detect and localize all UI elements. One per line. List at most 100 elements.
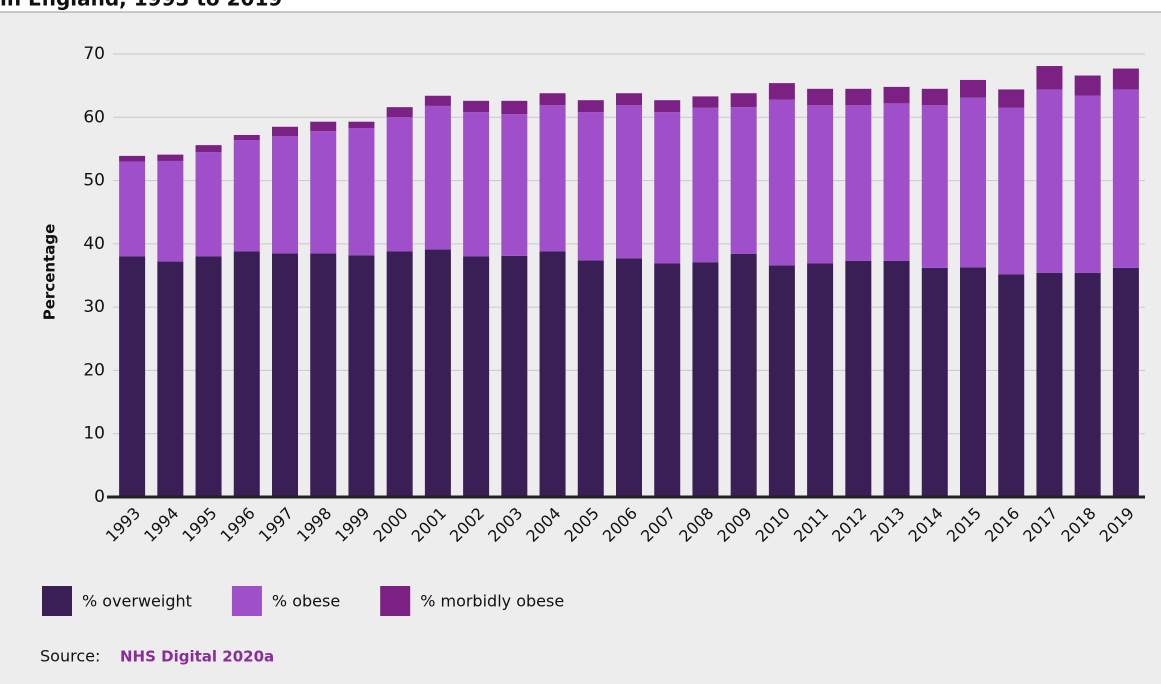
bar-segment: [730, 107, 757, 254]
bar-segment: [539, 93, 566, 106]
bar-segment: [501, 100, 528, 115]
y-tick-label: 20: [83, 360, 105, 380]
x-tick-label: 2007: [637, 504, 679, 546]
bar-segment: [1036, 66, 1063, 90]
y-tick-label: 10: [83, 424, 105, 444]
x-tick-label: 2000: [369, 504, 411, 546]
bar-segment: [119, 256, 146, 497]
x-tick-label: 2001: [408, 504, 450, 546]
x-tick-label: 2008: [675, 504, 717, 546]
legend-label: % morbidly obese: [420, 592, 564, 611]
chart-title: in England, 1993 to 2019: [0, 0, 282, 11]
bar-segment: [692, 96, 719, 108]
x-tick-label: 1995: [178, 504, 220, 546]
bar-segment: [119, 155, 146, 162]
bar-segment: [386, 107, 413, 118]
bar-segment: [1036, 89, 1063, 273]
bar-segment: [539, 251, 566, 497]
x-tick-label: 2012: [828, 504, 870, 546]
bar-segment: [1112, 89, 1139, 268]
bar-segment: [1074, 95, 1101, 273]
bar-segment: [692, 262, 719, 497]
bar-segment: [386, 251, 413, 497]
bar-segment: [616, 93, 642, 106]
x-tick-label: 2014: [905, 504, 947, 546]
bar-segment: [386, 117, 413, 252]
bar-segment: [998, 107, 1025, 275]
bar-segment: [921, 88, 948, 106]
bar-segment: [654, 100, 681, 113]
x-tick-label: 2019: [1096, 504, 1138, 546]
bar-segment: [195, 152, 222, 257]
bar-segment: [730, 253, 757, 497]
x-tick-label: 2013: [866, 504, 908, 546]
x-tick-label: 1999: [331, 504, 373, 546]
bar-segment: [310, 131, 337, 254]
bar-segment: [272, 126, 298, 137]
bar-segment: [1074, 272, 1101, 497]
bar-segment: [960, 267, 986, 497]
source-label: Source:: [40, 647, 100, 666]
bar-segment: [921, 105, 948, 268]
legend-swatch: [42, 586, 72, 616]
bar-segment: [119, 161, 146, 257]
bar-segment: [424, 95, 451, 106]
bar-segment: [195, 256, 222, 497]
bar-segment: [807, 105, 834, 264]
y-tick-label: 50: [83, 171, 105, 191]
bar-segment: [845, 260, 872, 497]
bar-segment: [845, 105, 872, 261]
x-tick-label: 1993: [102, 504, 144, 546]
y-tick-label: 70: [83, 44, 105, 64]
bar-segment: [960, 79, 986, 98]
bar-segment: [463, 256, 490, 497]
bar-segment: [616, 258, 642, 497]
legend-label: % obese: [272, 592, 340, 611]
bar-segment: [921, 267, 948, 497]
bar-segment: [768, 265, 795, 497]
y-tick-label: 30: [83, 297, 105, 317]
bar-segment: [348, 255, 375, 497]
x-tick-label: 2010: [752, 504, 794, 546]
bar-segment: [577, 100, 604, 113]
bar-segment: [768, 99, 795, 266]
bar-segment: [883, 260, 910, 497]
x-tick-label: 2006: [599, 504, 641, 546]
y-tick-label: 40: [83, 234, 105, 254]
x-tick-label: 2009: [713, 504, 755, 546]
bar-segment: [310, 121, 337, 132]
bar-segment: [998, 89, 1025, 108]
y-axis-label: Percentage: [41, 224, 59, 321]
bar-segment: [1112, 68, 1139, 90]
bar-segment: [233, 140, 260, 252]
source-link[interactable]: NHS Digital 2020a: [120, 648, 274, 666]
bar-segment: [730, 93, 757, 108]
bar-segment: [272, 253, 298, 497]
bar-segment: [463, 112, 490, 257]
y-tick-label: 60: [83, 107, 105, 127]
bar-segment: [654, 263, 681, 497]
bar-segment: [845, 88, 872, 106]
x-tick-label: 2011: [790, 504, 832, 546]
title-band: [0, 0, 1161, 12]
bar-segment: [807, 263, 834, 497]
bar-segment: [1112, 267, 1139, 497]
bar-segment: [424, 105, 451, 250]
bar-segment: [501, 255, 528, 497]
bar-segment: [348, 121, 375, 129]
x-tick-label: 1997: [255, 504, 297, 546]
bar-segment: [157, 261, 184, 497]
bar-segment: [424, 249, 451, 497]
bar-segment: [577, 260, 604, 497]
bar-segment: [883, 103, 910, 261]
bar-segment: [960, 97, 986, 268]
bar-segment: [233, 251, 260, 497]
bar-segment: [233, 135, 260, 141]
bar-segment: [157, 160, 184, 262]
x-tick-label: 2018: [1057, 504, 1099, 546]
bar-segment: [463, 100, 490, 113]
legend-label: % overweight: [82, 592, 192, 611]
bar-segment: [654, 112, 681, 264]
bar-segment: [768, 83, 795, 100]
